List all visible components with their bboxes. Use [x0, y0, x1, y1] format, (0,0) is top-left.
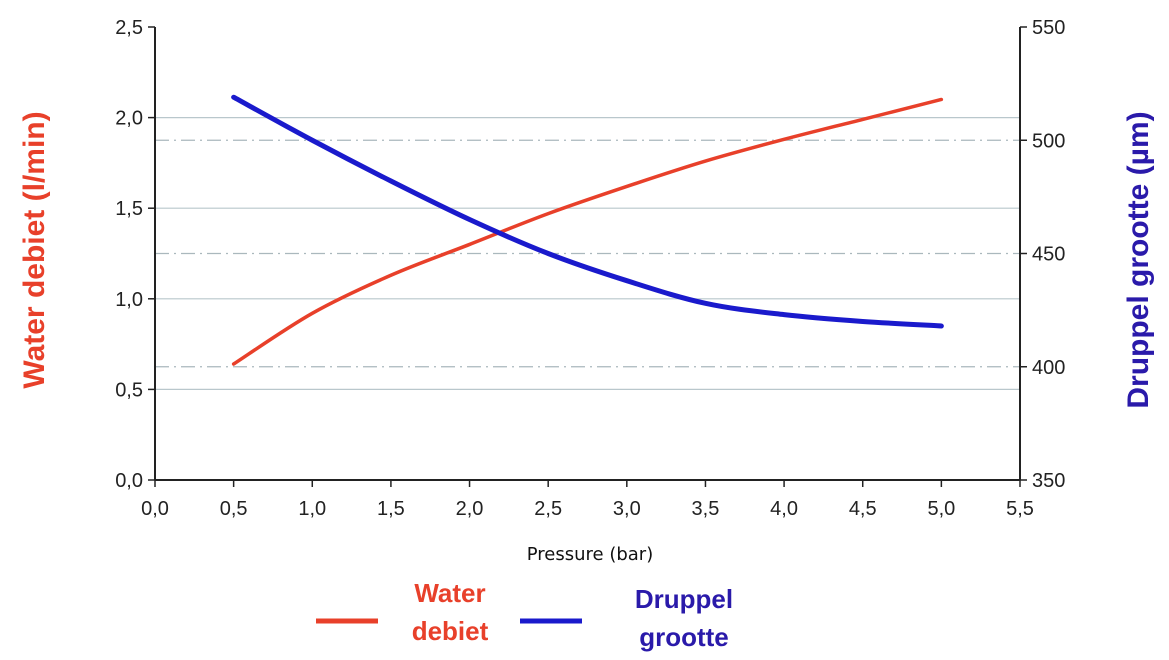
- x-tick-label-0: 0,0: [141, 498, 169, 520]
- y-right-tick-label-4: 550: [1032, 17, 1065, 39]
- y-axis-left-label: Water debiet (l/min): [18, 111, 51, 388]
- y-left-tick-label-4: 2,0: [115, 108, 143, 130]
- x-tick-label-4: 2,0: [456, 498, 484, 520]
- legend: Water debiet Druppel grootte: [316, 578, 733, 652]
- series-layer: [231, 94, 944, 366]
- y-right-tick-label-2: 450: [1032, 244, 1065, 266]
- x-tick-label-5: 2,5: [534, 498, 562, 520]
- y-left-tick-label-1: 0,5: [115, 379, 143, 401]
- series-line-druppel-grootte: [231, 94, 944, 329]
- legend-label-druppel-grootte-line2: grootte: [639, 622, 729, 652]
- x-tick-label-10: 5,0: [927, 498, 955, 520]
- grid-layer: [155, 116, 1020, 390]
- x-tick-label-1: 0,5: [220, 498, 248, 520]
- x-tick-label-6: 3,0: [613, 498, 641, 520]
- y-left-tick-label-0: 0,0: [115, 470, 143, 492]
- y-right-tick-label-3: 500: [1032, 130, 1065, 152]
- y-left-tick-label-2: 1,0: [115, 289, 143, 311]
- x-axis-label: Pressure (bar): [527, 544, 653, 565]
- y-left-tick-label-5: 2,5: [115, 17, 143, 39]
- y-right-tick-label-1: 400: [1032, 357, 1065, 379]
- ticks-layer: 0,0 0,5 1,0 1,5 2,0 2,5 3,0 3,5 4,0 4,5 5,0 5,5 0,0 0…: [115, 17, 1065, 520]
- y-right-tick-label-0: 350: [1032, 470, 1065, 492]
- x-tick-label-2: 1,0: [298, 498, 326, 520]
- x-tick-label-7: 3,5: [692, 498, 720, 520]
- legend-label-water-debiet-line1: Water: [414, 578, 485, 608]
- legend-label-water-debiet-line2: debiet: [412, 616, 489, 646]
- x-tick-label-11: 5,5: [1006, 498, 1034, 520]
- x-tick-label-9: 4,5: [849, 498, 877, 520]
- y-left-tick-label-3: 1,5: [115, 198, 143, 220]
- x-tick-label-8: 4,0: [770, 498, 798, 520]
- legend-label-druppel-grootte-line1: Druppel: [635, 584, 733, 614]
- series-line-water-debiet: [231, 97, 944, 366]
- x-tick-label-3: 1,5: [377, 498, 405, 520]
- y-axis-right-label: Druppel grootte (µm): [1122, 111, 1155, 408]
